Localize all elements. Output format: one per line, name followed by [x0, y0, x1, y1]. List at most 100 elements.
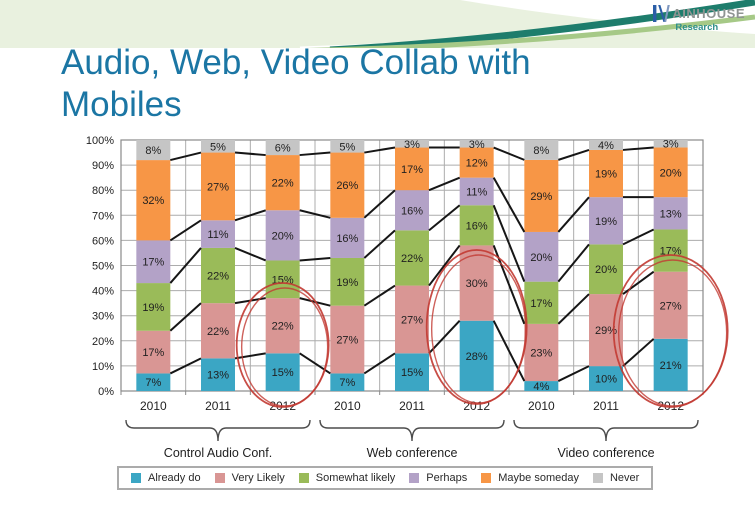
- bar-segment: [201, 152, 235, 221]
- legend-swatch-icon: [131, 473, 141, 483]
- bar-segment: [265, 298, 300, 354]
- highlight-circle-icon: [235, 282, 330, 408]
- highlight-circle-icon: [612, 254, 729, 408]
- bar-segment-label: 17%: [142, 347, 164, 359]
- bar-segment-label: 30%: [466, 278, 488, 290]
- bar-segment: [265, 140, 300, 156]
- bar-segment: [265, 210, 300, 261]
- bar-segment: [395, 353, 429, 391]
- bar-segment: [459, 205, 494, 246]
- bar-segment-label: 27%: [660, 300, 682, 312]
- title-line-2: Mobiles: [61, 85, 182, 124]
- x-axis-year-label: 2011: [593, 399, 619, 413]
- bar-segment: [330, 140, 365, 153]
- bar-segment-label: 27%: [207, 181, 229, 193]
- series-connector-line: [492, 204, 526, 283]
- series-connector-line: [622, 228, 655, 246]
- bar-segment: [136, 140, 171, 161]
- bar-segment: [459, 140, 494, 148]
- series-connector-line: [234, 151, 266, 157]
- y-tick-label: 80%: [92, 185, 114, 197]
- bar-segment-label: 7%: [145, 377, 161, 389]
- series-connector-line: [363, 229, 396, 259]
- highlight-circle-icon: [240, 287, 329, 407]
- bar-segment-label: 8%: [533, 145, 549, 157]
- y-tick-label: 20%: [92, 336, 114, 348]
- swoosh-light-icon: [305, 14, 755, 48]
- legend-swatch-icon: [592, 473, 603, 483]
- bar-segment-label: 27%: [401, 314, 423, 326]
- series-connector-line: [234, 352, 266, 360]
- y-tick-label: 70%: [92, 210, 114, 222]
- brand-logo-row: AINHOUSE: [653, 5, 745, 22]
- bar-segment: [395, 147, 429, 191]
- y-tick-label: 10%: [92, 361, 114, 373]
- bar-segment: [653, 147, 688, 198]
- bar-segment-label: 28%: [466, 351, 488, 363]
- bar-segment-label: 8%: [145, 145, 161, 157]
- series-connector-line: [557, 293, 590, 325]
- group-brace: [513, 419, 699, 442]
- bar-segment-label: 16%: [401, 205, 423, 217]
- legend-item: Somewhat likely: [298, 472, 396, 484]
- bar-segment-label: 5%: [210, 141, 226, 153]
- chart-legend: Already do Very Likely Somewhat likely Perh…: [117, 466, 654, 490]
- bar-segment: [265, 260, 300, 299]
- series-connector-line: [492, 320, 526, 382]
- series-connector-line: [169, 247, 202, 284]
- brand-logo: AINHOUSE Research: [653, 5, 745, 33]
- y-tick-label: 90%: [92, 160, 114, 172]
- bar-segment-label: 15%: [272, 367, 294, 379]
- highlight-circle-icon: [425, 249, 528, 405]
- bar-segment: [265, 155, 300, 211]
- bar-segment: [524, 140, 559, 160]
- bar-segment: [589, 366, 623, 391]
- series-connector-line: [170, 151, 202, 162]
- bar-segment-label: 19%: [595, 169, 617, 181]
- bar-segment: [653, 271, 688, 339]
- group-label: Control Audio Conf.: [164, 446, 272, 460]
- series-connector-line: [363, 284, 396, 307]
- highlight-circle-icon: [430, 254, 527, 404]
- y-tick-label: 0%: [98, 386, 114, 398]
- bar-segment-label: 5%: [339, 141, 355, 153]
- bar-segment: [330, 217, 365, 258]
- series-connector-line: [558, 148, 590, 161]
- y-tick-label: 100%: [86, 135, 114, 147]
- header-decoration: [0, 0, 755, 48]
- bar-segment-label: 13%: [660, 208, 682, 220]
- series-connector-line: [622, 146, 654, 151]
- bar-segment: [395, 190, 429, 231]
- series-connector-line: [364, 146, 396, 154]
- bar-segment: [136, 283, 171, 331]
- bar-segment-label: 22%: [272, 178, 294, 190]
- bar-segment: [395, 285, 429, 354]
- bar-segment-label: 19%: [336, 277, 358, 289]
- legend-label: Never: [609, 472, 640, 484]
- legend-label: Perhaps: [426, 472, 468, 484]
- legend-item: Perhaps: [409, 472, 467, 484]
- bar-segment: [330, 257, 365, 306]
- series-connector-line: [557, 243, 590, 283]
- bar-segment: [653, 338, 688, 391]
- bar-segment: [136, 330, 171, 374]
- legend-item: Never: [592, 472, 640, 484]
- bar-segment-label: 29%: [530, 191, 552, 203]
- bar-segment: [330, 373, 365, 391]
- bar-segment-label: 22%: [207, 326, 229, 338]
- legend-swatch-icon: [409, 473, 420, 483]
- group-brace: [319, 419, 505, 442]
- series-connector-line: [428, 320, 461, 355]
- bar-segment-label: 19%: [595, 216, 617, 228]
- legend-label: Somewhat likely: [315, 472, 396, 484]
- bar-segment: [524, 281, 559, 324]
- group-label: Video conference: [557, 446, 654, 460]
- bar-segment: [589, 197, 623, 245]
- highlight-circle-icon: [617, 259, 728, 407]
- series-connector-line: [492, 177, 526, 233]
- series-connector-line: [234, 247, 267, 262]
- bar-segment-label: 10%: [595, 374, 617, 386]
- bar-segment: [330, 152, 365, 218]
- bar-segment-label: 16%: [336, 233, 358, 245]
